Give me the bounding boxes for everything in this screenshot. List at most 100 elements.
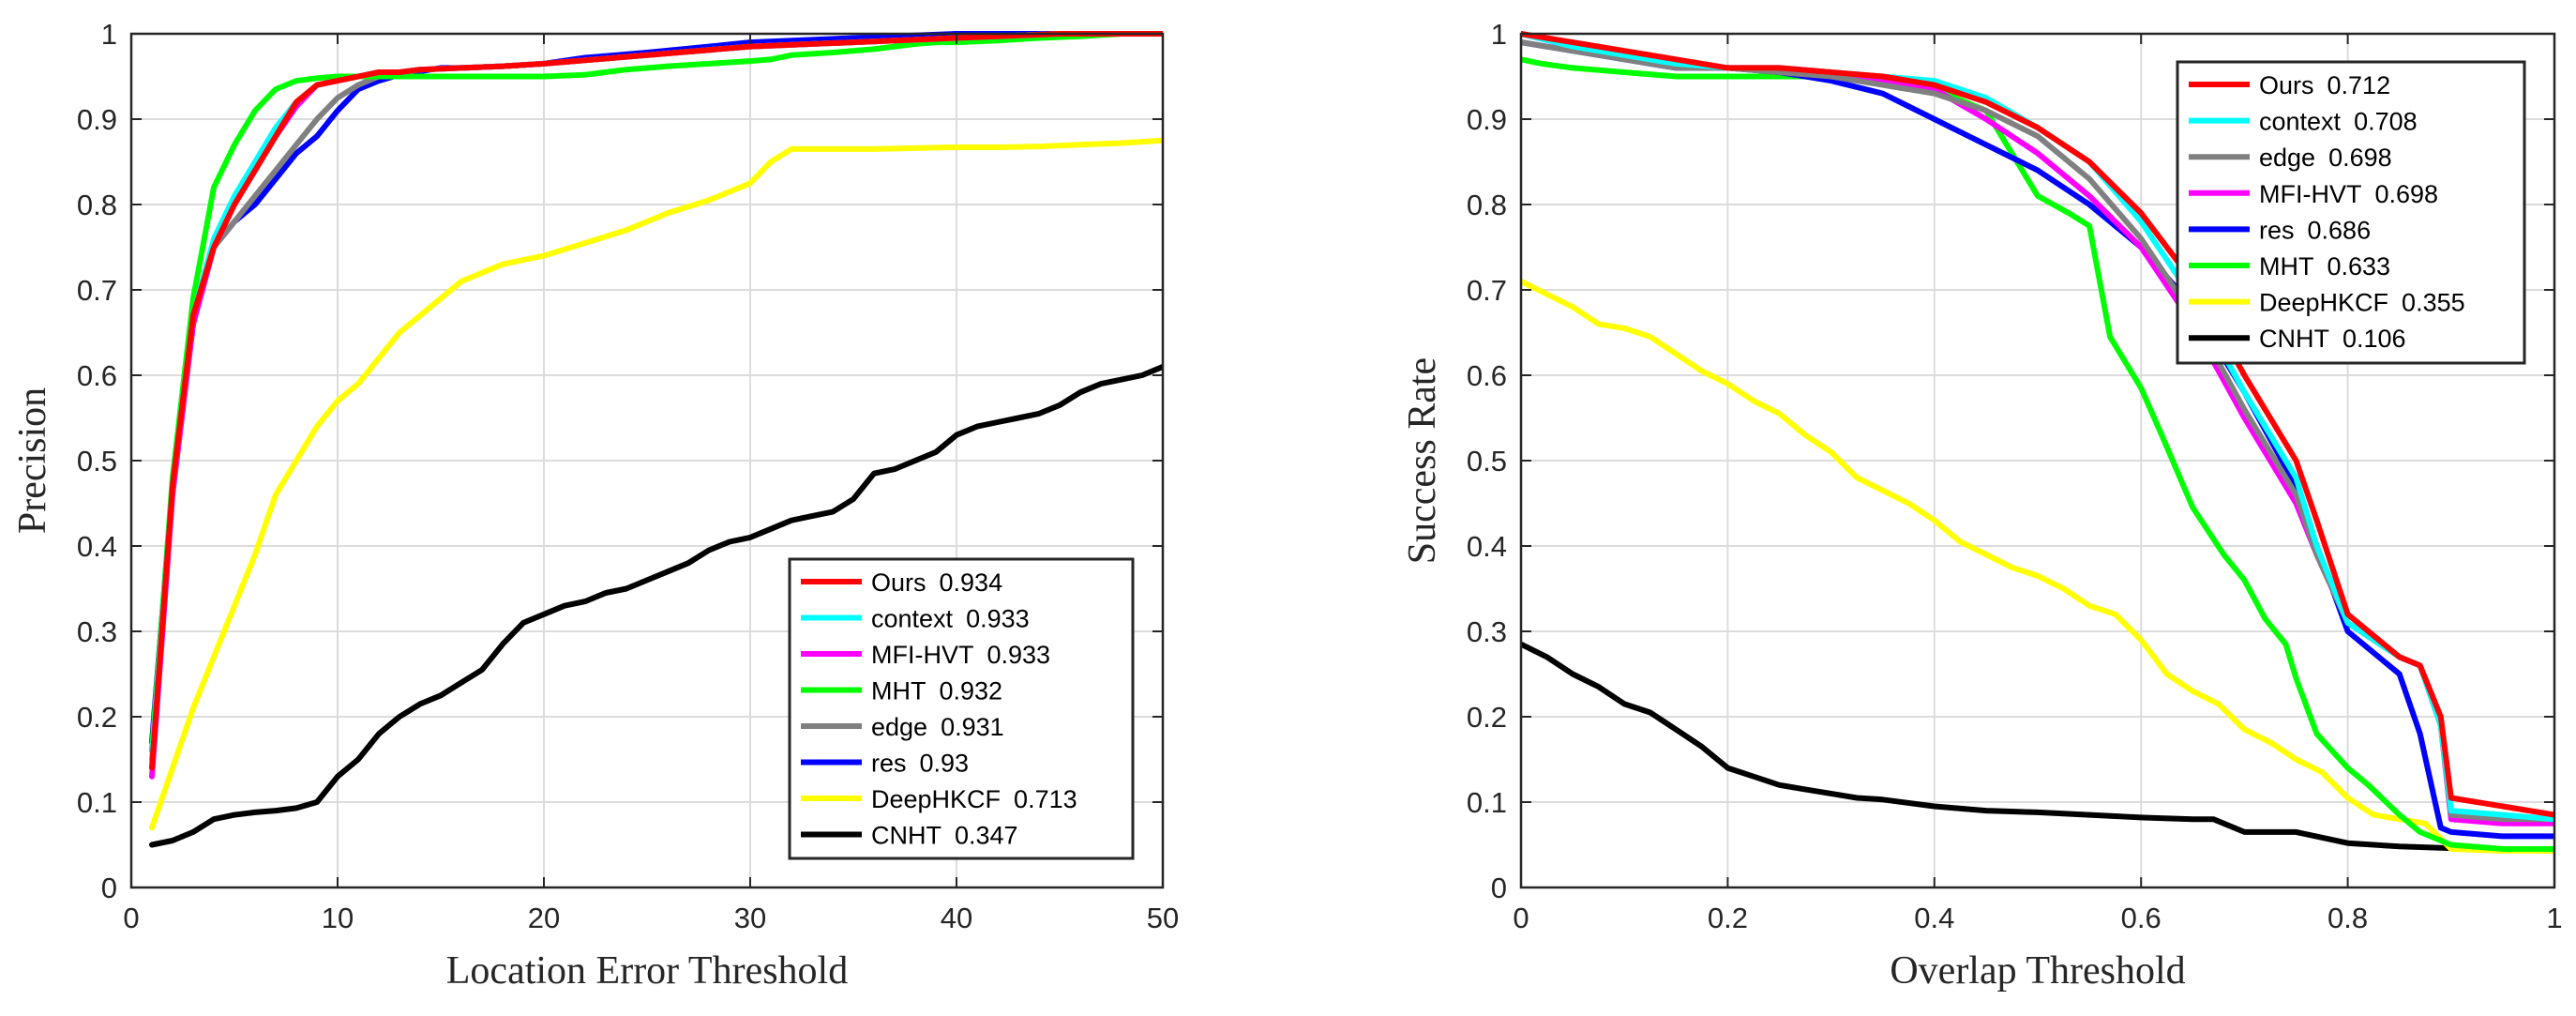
y-tick-label: 0.8 <box>77 189 117 221</box>
legend-series-name: CNHT <box>2259 325 2329 353</box>
legend-series-name: MHT <box>2259 252 2313 281</box>
x-tick-label: 0.8 <box>2327 902 2368 934</box>
legend-label: CNHT 0.106 <box>2259 325 2406 353</box>
series-line-cnht <box>149 363 1163 848</box>
legend-label: edge 0.931 <box>871 713 1004 741</box>
y-tick-label: 0.3 <box>1467 615 1507 648</box>
legend-series-score: 0.932 <box>939 677 1002 705</box>
x-tick-label: 0 <box>123 902 139 934</box>
legend-box <box>788 557 1135 860</box>
legend-item-cnht: CNHT 0.106 <box>2189 325 2406 353</box>
x-tick-label: 50 <box>1147 902 1179 934</box>
series-line-mht <box>1521 56 2554 852</box>
legend-series-name: CNHT <box>871 822 942 850</box>
legend-series-name: DeepHKCF <box>2259 289 2388 317</box>
legend-series-score: 0.708 <box>2354 108 2418 136</box>
legend-series-name: MHT <box>871 677 926 705</box>
legend-label: MHT 0.932 <box>871 677 1002 705</box>
series-lines <box>1521 31 2554 854</box>
series-line-mht <box>149 31 1163 754</box>
y-axis-title: Precision <box>11 387 54 534</box>
legend-label: res 0.93 <box>871 750 969 778</box>
legend-series-name: context <box>2259 108 2342 136</box>
success-plot-panel: 0 0.2 0.4 0.6 0.8 1 0 0.1 0.2 0.3 0.4 0.5 0.6 0.7 0.8 0… <box>1401 18 2563 993</box>
legend-item-edge: edge 0.931 <box>801 713 1004 741</box>
precision-plot-panel: 0 10 20 30 40 50 0 0.1 0.2 0.3 0.4 0.5 0.6 0.7 0.8 0.9 1… <box>11 18 1179 993</box>
legend-series-score: 0.713 <box>1014 785 1077 813</box>
legend-label: Ours 0.712 <box>2259 71 2390 99</box>
legend-series-name: MFI-HVT <box>2259 180 2361 208</box>
legend-series-score: 0.686 <box>2308 216 2372 244</box>
legend-item-edge: edge 0.698 <box>2189 144 2392 172</box>
x-tick-label: 0.4 <box>1914 902 1954 934</box>
y-tick-label: 0.9 <box>1467 103 1507 136</box>
legend-item-mfi-hvt: MFI-HVT 0.698 <box>2189 180 2438 208</box>
y-tick-label: 0.4 <box>1467 530 1507 563</box>
y-tick-label: 0 <box>1491 872 1507 904</box>
legend-label: context 0.933 <box>871 605 1030 633</box>
legend-series-name: res <box>2259 216 2295 244</box>
legend-label: DeepHKCF 0.355 <box>2259 289 2465 317</box>
series-lines <box>149 31 1163 848</box>
legend-item-context: context 0.708 <box>2189 108 2418 136</box>
y-tick-label: 1 <box>1491 18 1507 51</box>
x-tick-label: 10 <box>322 902 354 934</box>
legend-series-score: 0.633 <box>2327 252 2390 281</box>
legend-series-name: Ours <box>871 569 926 597</box>
x-tick-label: 20 <box>528 902 560 934</box>
legend: Ours 0.934 context 0.933 MFI-HVT 0.933 MHT 0.93… <box>788 557 1135 860</box>
y-tick-label: 0.8 <box>1467 189 1507 221</box>
legend-label: MFI-HVT 0.933 <box>871 641 1050 669</box>
legend-label: context 0.708 <box>2259 108 2418 136</box>
legend-series-name: edge <box>2259 144 2315 172</box>
y-tick-label: 0.6 <box>1467 359 1507 392</box>
legend-item-res: res 0.686 <box>2189 216 2371 244</box>
legend-label: MFI-HVT 0.698 <box>2259 180 2438 208</box>
y-tick-label: 0.2 <box>77 701 117 734</box>
series-line-cnht <box>1521 641 2554 854</box>
legend-item-ours: Ours 0.712 <box>2189 71 2390 99</box>
legend-box <box>2176 60 2526 365</box>
y-tick-label: 0.7 <box>1467 274 1507 307</box>
legend-series-score: 0.698 <box>2328 144 2392 172</box>
y-axis-title: Success Rate <box>1401 357 1444 564</box>
x-tick-label: 0 <box>1513 902 1529 934</box>
legend-label: edge 0.698 <box>2259 144 2392 172</box>
x-tick-label: 1 <box>2546 902 2562 934</box>
legend-label: MHT 0.633 <box>2259 252 2390 281</box>
legend-item-cnht: CNHT 0.347 <box>801 822 1018 850</box>
y-tick-label: 0.5 <box>77 445 117 478</box>
x-axis-title: Overlap Threshold <box>1890 949 2185 993</box>
legend: Ours 0.712 context 0.708 edge 0.698 MFI-HVT 0.6… <box>2176 60 2526 365</box>
y-tick-label: 0.1 <box>77 786 117 819</box>
legend-item-mfi-hvt: MFI-HVT 0.933 <box>801 641 1050 669</box>
legend-item-mht: MHT 0.932 <box>801 677 1002 705</box>
legend-label: Ours 0.934 <box>871 569 1002 597</box>
legend-series-score: 0.712 <box>2327 71 2391 99</box>
legend-series-name: context <box>871 605 954 633</box>
legend-series-score: 0.934 <box>940 569 1003 597</box>
legend-item-deephkcf: DeepHKCF 0.713 <box>801 785 1077 813</box>
series-line-deephkcf <box>1521 278 2554 854</box>
y-tick-label: 0.2 <box>1467 701 1507 734</box>
x-tick-label: 40 <box>941 902 972 934</box>
legend-series-score: 0.106 <box>2343 325 2406 353</box>
x-axis-title: Location Error Threshold <box>446 949 848 993</box>
legend-item-res: res 0.93 <box>801 750 969 778</box>
legend-series-score: 0.931 <box>941 713 1004 741</box>
legend-label: DeepHKCF 0.713 <box>871 785 1077 813</box>
legend-series-name: res <box>871 750 907 778</box>
y-tick-label: 0.5 <box>1467 445 1507 478</box>
legend-label: CNHT 0.347 <box>871 822 1018 850</box>
y-tick-label: 0.4 <box>77 530 117 563</box>
x-tick-label: 0.6 <box>2121 902 2162 934</box>
legend-label: res 0.686 <box>2259 216 2371 244</box>
legend-series-score: 0.698 <box>2374 180 2438 208</box>
legend-item-deephkcf: DeepHKCF 0.355 <box>2189 289 2465 317</box>
legend-series-name: Ours <box>2259 71 2314 99</box>
legend-series-name: DeepHKCF <box>871 785 1001 813</box>
y-tick-label: 1 <box>101 18 117 51</box>
series-line-deephkcf <box>149 137 1163 831</box>
legend-item-ours: Ours 0.934 <box>801 569 1002 597</box>
